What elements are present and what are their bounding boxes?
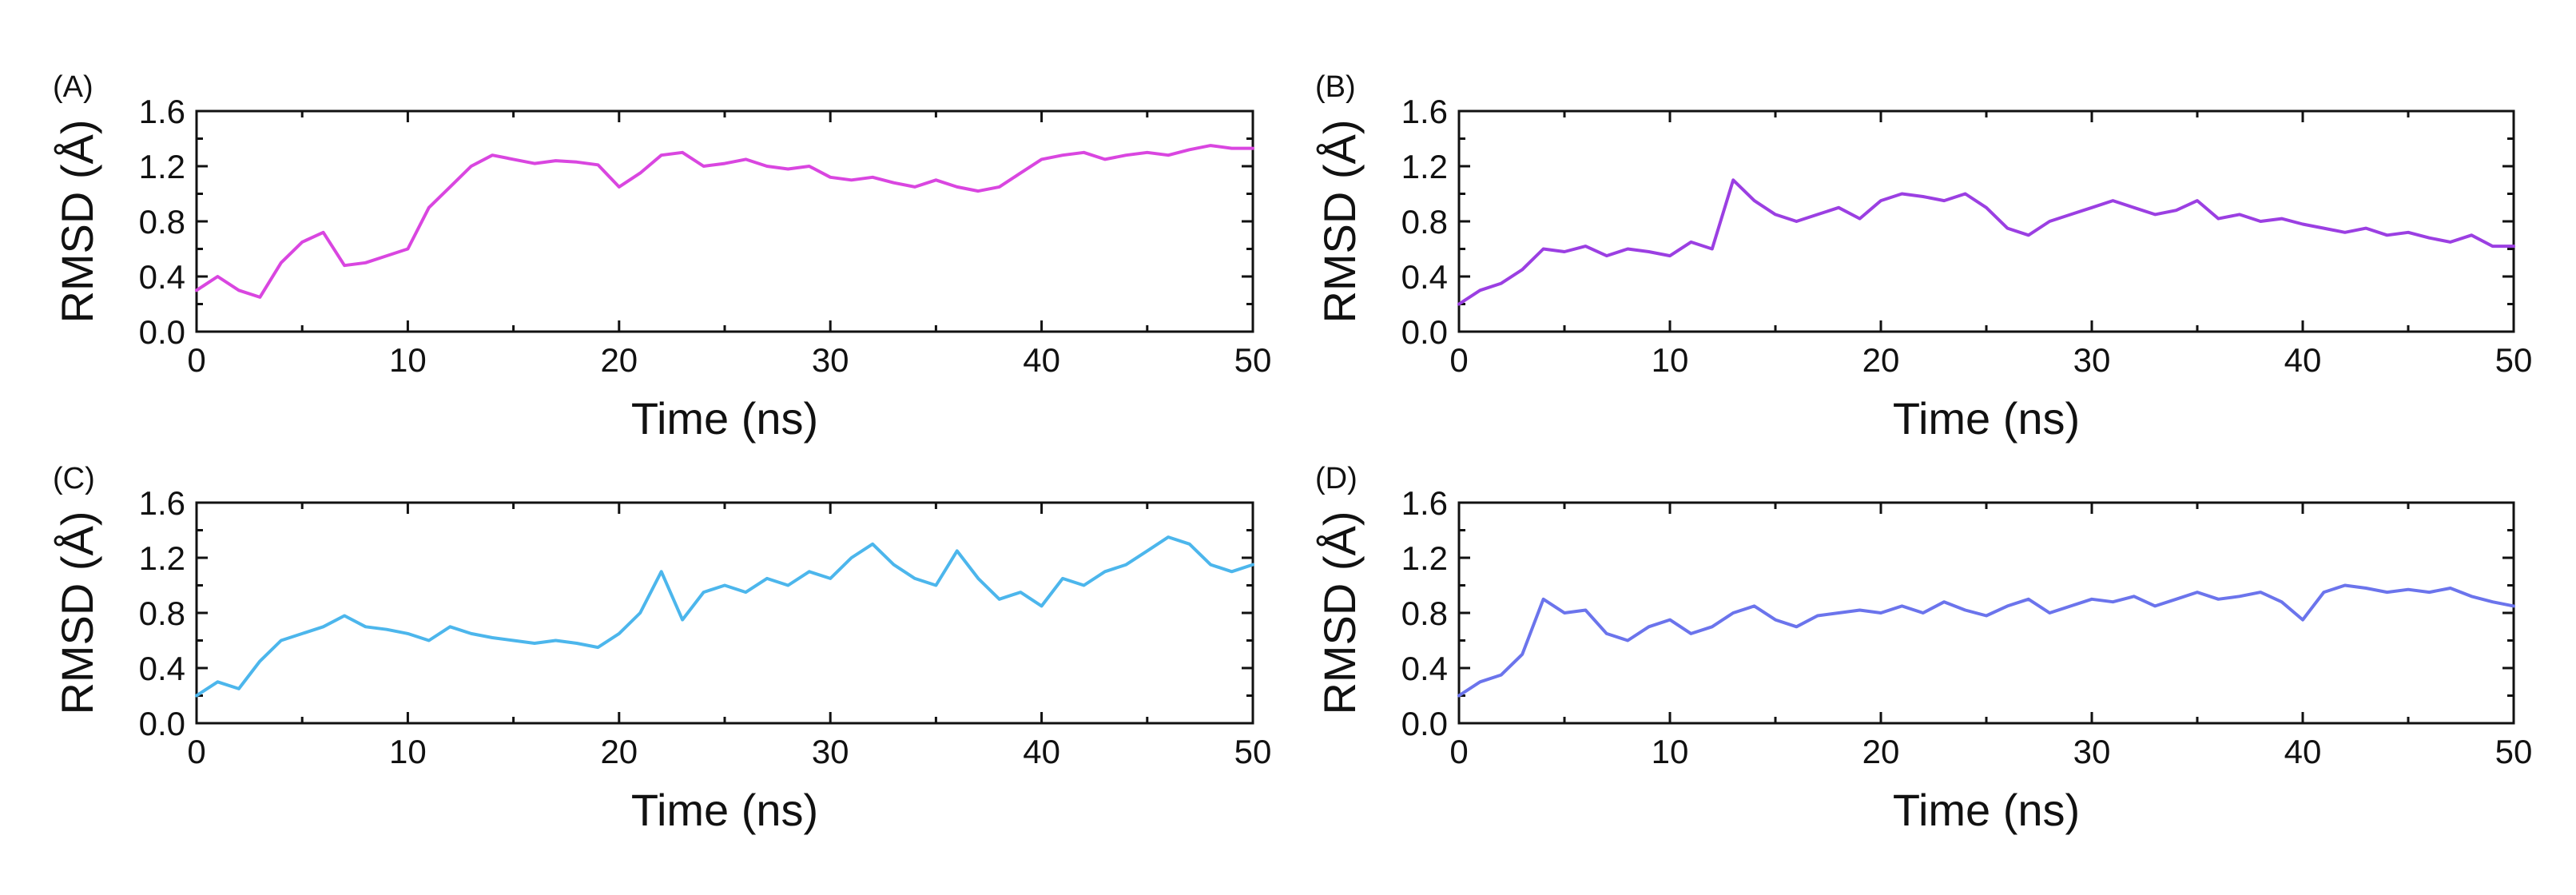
panel-d-letter: (D)	[1315, 462, 1358, 495]
panel-b-y-tick-label: 0.8	[1401, 203, 1448, 241]
panel-a-x-tick-label: 20	[600, 341, 638, 379]
panel-b-x-tick-label: 40	[2284, 341, 2322, 379]
panel-c-x-tick-label: 50	[1234, 733, 1272, 770]
panel-d-y-axis-title: RMSD (Å)	[1314, 511, 1365, 714]
panel-b-x-axis-title: Time (ns)	[1893, 393, 2080, 444]
panel-b-y-tick-label: 1.6	[1401, 93, 1448, 130]
panel-d-y-tick-label: 1.6	[1401, 484, 1448, 522]
panel-a-y-tick-label: 1.2	[139, 148, 185, 185]
panel-d-x-tick-label: 50	[2495, 733, 2533, 770]
panel-b-plot-frame	[1457, 109, 2515, 333]
panel-c-y-axis-title: RMSD (Å)	[52, 511, 102, 714]
panel-b-x-tick-label: 20	[1862, 341, 1900, 379]
panel-c-x-axis-title: Time (ns)	[631, 785, 818, 835]
panel-d-y-tick-label: 1.2	[1401, 539, 1448, 577]
panel-a-series-line-a	[195, 144, 1254, 299]
panel-a-x-tick-label: 0	[187, 341, 205, 379]
panel-c-x-tick-label: 40	[1023, 733, 1060, 770]
panel-d-x-tick-label: 0	[1449, 733, 1468, 770]
panel-d-x-tick-label: 20	[1862, 733, 1900, 770]
panel-c-x-tick-label: 20	[600, 733, 638, 770]
panel-b-letter: (B)	[1315, 70, 1356, 104]
panel-a-y-tick-label: 0.0	[139, 313, 185, 351]
panel-c-y-tick-label: 0.4	[139, 650, 185, 687]
panel-c-x-tick-label: 30	[812, 733, 849, 770]
panel-b-x-tick-label: 0	[1449, 341, 1468, 379]
panel-a-x-tick-label: 40	[1023, 341, 1060, 379]
panel-c-y-tick-label: 0.0	[139, 705, 185, 742]
panel-b-series-line-b	[1457, 178, 2515, 306]
panel-a-plot-frame	[195, 109, 1254, 333]
panel-d: (D) 0 10 20 30 40 50 0.0 0.4 0.8 1.2 1.6 Time (ns) RM…	[1314, 462, 2532, 835]
panel-b-x-tick-label: 10	[1652, 341, 1689, 379]
panel-a-x-tick-label: 30	[812, 341, 849, 379]
panel-b: (B) 0 10 20 30 40 50 0.0 0.4 0.8 1.2 1.6 Time (ns) RM…	[1314, 70, 2532, 444]
panel-c-y-tick-label: 1.2	[139, 539, 185, 577]
panel-d-y-tick-label: 0.0	[1401, 705, 1448, 742]
panel-c-series-line-c	[195, 535, 1254, 698]
panel-a: (A) 0 10 20 30 40 50 0.0 0.4 0.8 1.2 1.6 Time (ns) RM…	[52, 70, 1271, 444]
panel-a-y-tick-label: 0.8	[139, 203, 185, 241]
panel-a-letter: (A)	[53, 70, 93, 104]
panel-a-y-axis-title: RMSD (Å)	[52, 119, 102, 323]
panel-c-x-tick-label: 10	[389, 733, 427, 770]
panel-d-x-tick-label: 10	[1652, 733, 1689, 770]
panel-d-x-tick-label: 40	[2284, 733, 2322, 770]
panel-b-y-tick-label: 0.4	[1401, 258, 1448, 296]
panel-d-y-tick-label: 0.4	[1401, 650, 1448, 687]
panel-c: (C) 0 10 20 30 40 50 0.0 0.4 0.8 1.2 1.6 Time (ns) RM…	[52, 462, 1271, 835]
panel-a-x-tick-label: 10	[389, 341, 427, 379]
panel-c-y-tick-label: 1.6	[139, 484, 185, 522]
panel-a-x-axis-title: Time (ns)	[631, 393, 818, 444]
panel-c-x-tick-label: 0	[187, 733, 205, 770]
panel-d-y-tick-label: 0.8	[1401, 595, 1448, 632]
panel-a-y-tick-label: 1.6	[139, 93, 185, 130]
panel-b-x-tick-label: 50	[2495, 341, 2533, 379]
panel-c-letter: (C)	[53, 462, 95, 495]
panel-d-x-tick-label: 30	[2073, 733, 2111, 770]
panel-b-x-tick-label: 30	[2073, 341, 2111, 379]
panel-b-y-axis-title: RMSD (Å)	[1314, 119, 1365, 323]
panel-d-x-axis-title: Time (ns)	[1893, 785, 2080, 835]
panel-d-series-line-d	[1457, 583, 2515, 698]
panel-c-plot-frame	[195, 501, 1254, 725]
panel-c-y-tick-label: 0.8	[139, 595, 185, 632]
panel-a-y-tick-label: 0.4	[139, 258, 185, 296]
panel-b-y-tick-label: 0.0	[1401, 313, 1448, 351]
panel-a-x-tick-label: 50	[1234, 341, 1272, 379]
panel-d-plot-frame	[1457, 501, 2515, 725]
panel-b-y-tick-label: 1.2	[1401, 148, 1448, 185]
